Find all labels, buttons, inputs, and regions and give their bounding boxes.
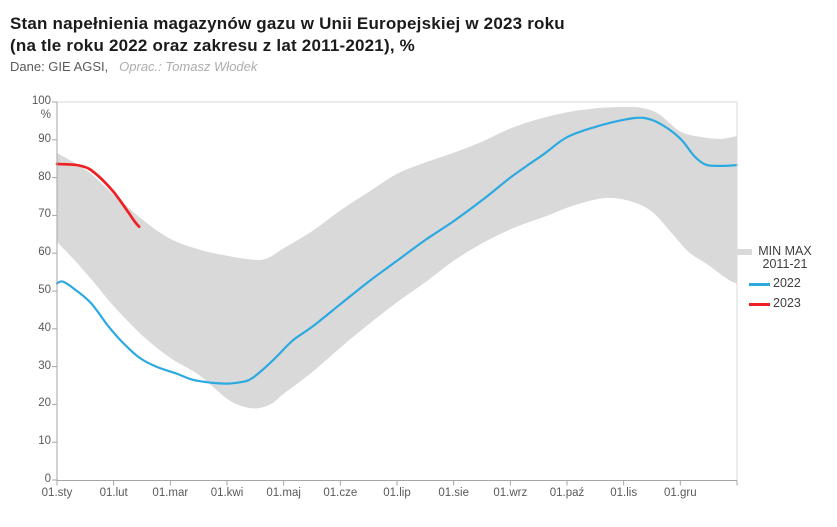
legend-item-2023: 2023 [749, 297, 836, 310]
y-tick-label: 30 [38, 359, 51, 372]
y-tick-label: 50 [38, 284, 51, 296]
line-series-2022 [55, 116, 739, 385]
x-tick-label: 01.cze [323, 487, 358, 499]
chart-title-line1: Stan napełnienia magazynów gazu w Unii E… [10, 14, 565, 33]
y-axis-unit-label: % [40, 109, 51, 121]
y-tick-label: 80 [38, 170, 51, 183]
y-tick-label: 70 [38, 208, 51, 221]
minmax-band-area [57, 106, 737, 409]
legend-label-2022: 2022 [773, 276, 801, 290]
y-tick-label: 40 [38, 321, 51, 334]
line-series-2023 [55, 162, 141, 229]
x-tick-label: 01.lis [610, 487, 638, 499]
chart-title: Stan napełnienia magazynów gazu w Unii E… [10, 13, 710, 57]
legend-item-minmax: MIN MAX 2011-21 [736, 245, 836, 271]
axis-tick-marks [52, 101, 738, 486]
y-tick-label: 10 [38, 435, 51, 448]
x-tick-label: 01.mar [152, 487, 189, 499]
x-tick-label: 01.lut [99, 487, 128, 499]
minmax-band-swatch [736, 249, 752, 255]
y-tick-label: 90 [38, 132, 51, 145]
x-tick-label: 01.sty [41, 487, 73, 499]
credit-label: Oprac.: Tomasz Włodek [119, 59, 258, 74]
legend-label-minmax: MIN MAX 2011-21 [758, 244, 812, 271]
y-tick-label: 100 [31, 95, 51, 107]
legend: MIN MAX 2011-21 2022 2023 [736, 245, 836, 317]
x-tick-label: 01.sie [438, 487, 469, 499]
x-tick-label: 01.wrz [493, 487, 528, 499]
chart-title-line2: (na tle roku 2022 oraz zakresu z lat 201… [10, 36, 415, 55]
x-tick-label: 01.maj [266, 487, 301, 499]
x-tick-label: 01.gru [664, 487, 697, 499]
source-label: Dane: GIE AGSI, [10, 59, 109, 74]
line-2022-swatch [749, 283, 770, 286]
y-tick-label: 0 [44, 473, 51, 485]
x-tick-label: 01.lip [383, 487, 411, 499]
legend-item-2022: 2022 [749, 277, 836, 290]
y-tick-label: 20 [38, 397, 51, 410]
x-tick-label: 01.paź [549, 487, 585, 499]
chart-source-line: Dane: GIE AGSI, Oprac.: Tomasz Włodek [10, 59, 257, 74]
line-2023-swatch [749, 303, 770, 306]
x-tick-label: 01.kwi [210, 487, 244, 499]
y-tick-label: 60 [38, 246, 51, 259]
legend-label-2023: 2023 [773, 296, 801, 310]
